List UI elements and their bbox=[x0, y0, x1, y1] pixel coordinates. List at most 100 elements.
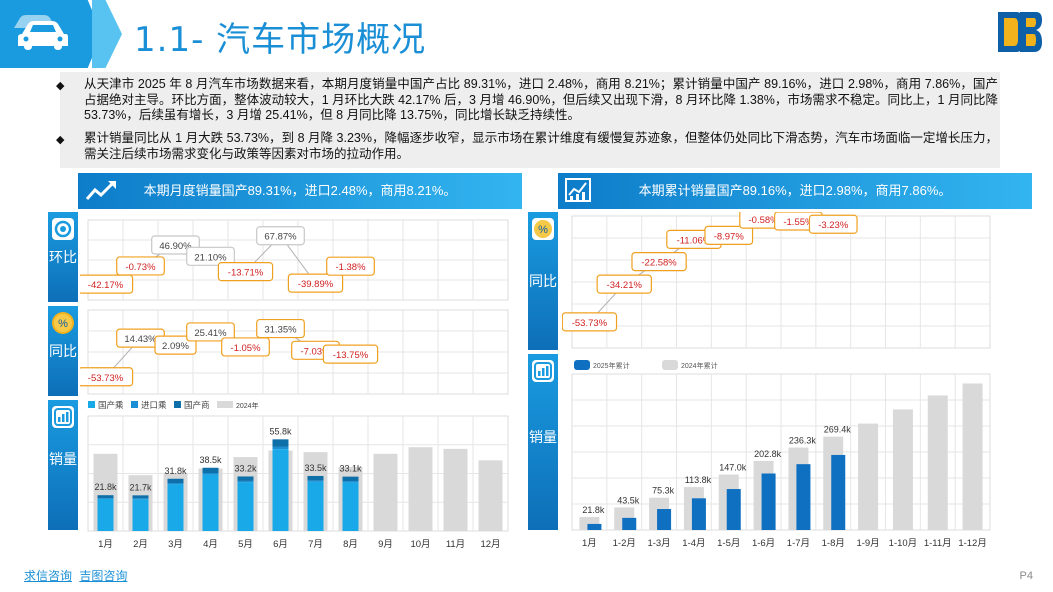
left-panel-header: 本期月度销量国产89.31%，进口2.48%，商用8.21%。 bbox=[78, 173, 522, 209]
header: 1.1- 汽车市场概况 bbox=[0, 0, 1053, 68]
yoy-data-label-box bbox=[154, 335, 197, 355]
cumsales-bar-current bbox=[726, 489, 741, 530]
bar-chart-icon bbox=[52, 406, 74, 428]
mom-data-label-box bbox=[186, 246, 235, 266]
summary-bullet-2: ◆ 累计销量同比从 1 月大跌 53.73%，到 8 月降 3.23%，降幅逐步… bbox=[56, 131, 998, 162]
yoy-data-label-box bbox=[80, 367, 134, 387]
sales-bar-prior bbox=[478, 460, 503, 531]
mom-data-label-box bbox=[217, 262, 274, 282]
sales-total-label: 33.2k bbox=[234, 463, 257, 473]
cumsales-bar-current bbox=[691, 498, 706, 530]
mom-data-label: -13.71% bbox=[228, 268, 264, 279]
sales-total-label: 31.8k bbox=[164, 466, 187, 476]
yoy-data-label: -53.73% bbox=[88, 373, 124, 384]
sales-x-tick: 4月 bbox=[203, 539, 218, 550]
side-label-cum-sales: 销量 bbox=[529, 429, 557, 445]
cumsales-x-tick: 1-4月 bbox=[682, 538, 705, 549]
sales-bar-import bbox=[202, 473, 219, 475]
sales-bar-commercial bbox=[97, 495, 114, 499]
cumsales-bar-current bbox=[761, 473, 776, 530]
sales-bar-commercial bbox=[132, 495, 149, 499]
summary-text-1: 从天津市 2025 年 8 月汽车市场数据来看，本期月度销量中国产占比 89.3… bbox=[84, 77, 998, 122]
cumsales-x-tick: 1-2月 bbox=[613, 538, 636, 549]
cumsales-legend-swatch bbox=[574, 360, 590, 370]
cumsales-value-label: 236.3k bbox=[789, 436, 817, 446]
cumsales-x-tick: 1-3月 bbox=[647, 538, 670, 549]
cumsales-x-tick: 1-7月 bbox=[787, 538, 810, 549]
mom-data-label: 21.10% bbox=[194, 252, 227, 263]
sales-legend-label: 国产乘 bbox=[98, 400, 124, 410]
cumsales-bar-prior bbox=[892, 409, 913, 530]
sales-x-tick: 12月 bbox=[480, 539, 500, 550]
sales-x-tick: 9月 bbox=[378, 539, 393, 550]
sales-x-tick: 10月 bbox=[410, 539, 430, 550]
header-band-accent bbox=[92, 0, 122, 68]
right-panel-header-text: 本期累计销量国产89.16%，进口2.98%，商用7.86%。 bbox=[638, 183, 952, 198]
sales-bar-domestic bbox=[272, 449, 289, 531]
cumyoy-data-label: -1.55% bbox=[783, 217, 814, 228]
cumsales-value-label: 147.0k bbox=[719, 463, 747, 473]
cumyoy-data-label: -8.97% bbox=[714, 231, 745, 242]
cumsales-value-label: 21.8k bbox=[582, 505, 605, 515]
sales-legend-swatch bbox=[131, 401, 138, 408]
cumsales-value-label: 113.8k bbox=[685, 475, 712, 485]
sales-bar-prior bbox=[443, 448, 468, 531]
left-side-yoy: % 同比 bbox=[48, 306, 78, 396]
sales-bar-domestic bbox=[202, 474, 219, 531]
right-panel-header: 本期累计销量国产89.16%，进口2.98%，商用7.86%。 bbox=[558, 173, 1032, 209]
cumsales-x-tick: 1-5月 bbox=[717, 538, 740, 549]
footer-link-1[interactable]: 求信咨询 bbox=[24, 569, 73, 583]
summary-box: ◆ 从天津市 2025 年 8 月汽车市场数据来看，本期月度销量中国产占比 89… bbox=[56, 72, 1000, 168]
sales-legend-label: 国产商 bbox=[184, 400, 210, 410]
cumyoy-data-label: -53.73% bbox=[572, 318, 608, 329]
cumyoy-data-label-box bbox=[808, 214, 858, 234]
cumsales-x-tick: 1-8月 bbox=[822, 538, 845, 549]
side-label-mom: 环比 bbox=[49, 249, 77, 265]
sales-bar-commercial bbox=[342, 476, 359, 482]
percent-icon: % bbox=[532, 218, 554, 240]
svg-text:%: % bbox=[58, 318, 68, 330]
stats-board-icon bbox=[565, 178, 591, 202]
yoy-data-label: -13.75% bbox=[333, 350, 369, 361]
sales-bar-prior bbox=[373, 453, 398, 531]
cumsales-bar-current bbox=[796, 464, 811, 530]
summary-bullet-1: ◆ 从天津市 2025 年 8 月汽车市场数据来看，本期月度销量中国产占比 89… bbox=[56, 77, 998, 124]
left-panel-header-text: 本期月度销量国产89.31%，进口2.48%，商用8.21%。 bbox=[143, 183, 457, 198]
sales-bar-commercial bbox=[272, 439, 289, 447]
mom-data-label-box bbox=[287, 273, 344, 293]
target-icon bbox=[52, 218, 74, 240]
mom-data-label-box bbox=[80, 274, 134, 294]
yoy-data-label: 2.09% bbox=[162, 341, 189, 352]
footer-link-2[interactable]: 吉图咨询 bbox=[79, 569, 128, 583]
sales-bar-import bbox=[272, 446, 289, 450]
mom-data-label-box bbox=[326, 256, 375, 276]
cumyoy-data-label: -3.23% bbox=[818, 220, 849, 231]
sales-bar-domestic bbox=[97, 498, 114, 531]
page-number: P4 bbox=[1019, 570, 1033, 582]
cumsales-value-label: 269.4k bbox=[824, 425, 852, 435]
mom-data-label: -0.73% bbox=[125, 262, 156, 273]
sales-x-tick: 2月 bbox=[133, 539, 148, 550]
sales-legend-swatch bbox=[88, 401, 95, 408]
mom-data-label: -39.89% bbox=[298, 279, 334, 290]
right-side-yoy: % 同比 bbox=[528, 212, 558, 350]
sales-bar-prior bbox=[408, 447, 433, 531]
sales-bar-domestic bbox=[307, 481, 324, 531]
sales-x-tick: 6月 bbox=[273, 539, 288, 550]
sales-total-label: 33.5k bbox=[304, 463, 327, 473]
left-side-sales: 销量 bbox=[48, 400, 78, 530]
cumsales-x-tick: 1-11月 bbox=[924, 538, 952, 549]
cumyoy-data-label: -22.58% bbox=[641, 258, 677, 269]
sales-bar-import bbox=[237, 480, 254, 483]
side-label-sales: 销量 bbox=[49, 451, 77, 467]
sales-x-tick: 7月 bbox=[308, 539, 323, 550]
monthly-yoy-chart: -53.73% 14.43% 2.09% 25.41%-1.05%31.35%-7.0… bbox=[80, 309, 509, 395]
sales-bar-commercial bbox=[167, 478, 184, 484]
sales-bar-domestic bbox=[167, 484, 184, 531]
svg-text:%: % bbox=[538, 224, 548, 236]
cumsales-bar-prior bbox=[927, 395, 948, 530]
cumyoy-data-label-box bbox=[631, 252, 687, 272]
yoy-data-label: 25.41% bbox=[194, 328, 227, 339]
sales-total-label: 33.1k bbox=[339, 464, 362, 474]
sales-total-label: 55.8k bbox=[269, 426, 292, 436]
